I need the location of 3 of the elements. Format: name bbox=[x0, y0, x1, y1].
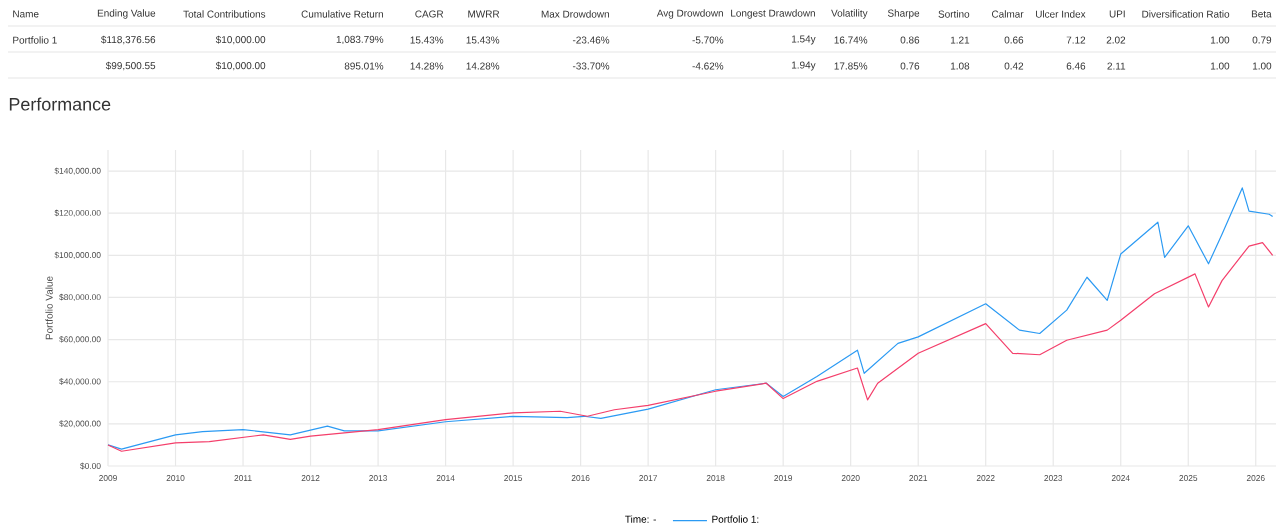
chart-title: Performance bbox=[9, 97, 111, 111]
line-series bbox=[107, 242, 1274, 452]
line-series bbox=[107, 187, 1274, 450]
